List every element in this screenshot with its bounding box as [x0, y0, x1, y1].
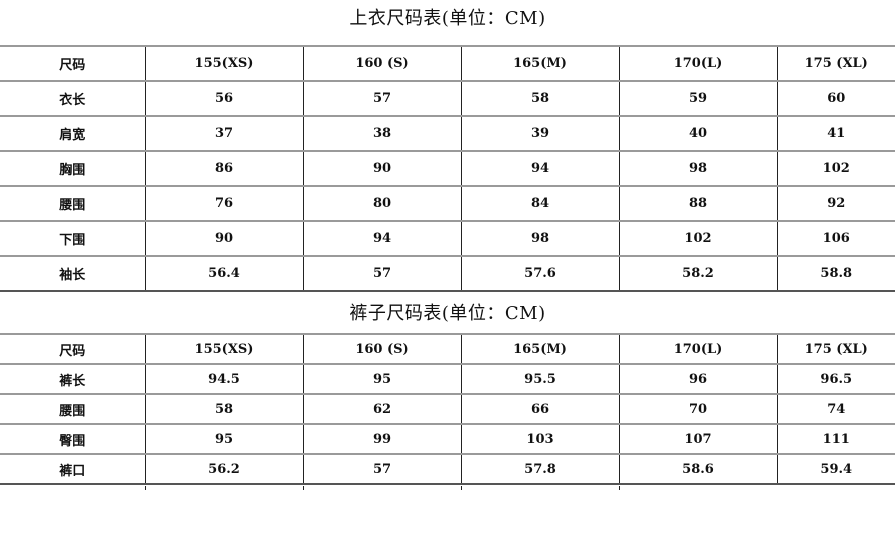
table-cell: 41	[776, 115, 895, 151]
table-cell: 160 (S)	[302, 45, 461, 81]
table-cell: 56.4	[144, 255, 303, 292]
table-cell: 62	[302, 393, 461, 424]
table-cell: 165(M)	[460, 45, 619, 81]
table-cell: 59.4	[776, 453, 895, 485]
tops-size-chart-title: 上衣尺码表(单位：CM)	[349, 8, 546, 29]
row-label: 袖长	[0, 255, 145, 292]
table-cell: 60	[776, 80, 895, 116]
table-cell: 103	[460, 423, 619, 454]
table-cell: 58.6	[618, 453, 777, 485]
table-cell: 80	[302, 185, 461, 221]
row-label: 臀围	[0, 423, 145, 454]
header-row: 尺码 155(XS) 160 (S) 165(M) 170(L) 175 (XL)	[0, 333, 895, 364]
table-row: 裤口 56.2 57 57.8 58.6 59.4	[0, 453, 895, 485]
table-row: 腰围 58 62 66 70 74	[0, 393, 895, 424]
table-cell: 58.2	[618, 255, 777, 292]
table-row: 腰围 76 80 84 88 92	[0, 185, 895, 221]
table-cell: 57	[302, 255, 461, 292]
table-cell: 86	[144, 150, 303, 186]
pants-size-chart-title: 裤子尺码表(单位：CM)	[349, 303, 546, 324]
row-label: 裤长	[0, 363, 145, 394]
table-cell: 94	[460, 150, 619, 186]
table-cell: 99	[302, 423, 461, 454]
table-cell: 102	[776, 150, 895, 186]
pants-size-table: 尺码 155(XS) 160 (S) 165(M) 170(L) 175 (XL) 裤长 94…	[0, 333, 895, 485]
row-label: 尺码	[0, 45, 145, 81]
header-row: 尺码 155(XS) 160 (S) 165(M) 170(L) 175 (XL)	[0, 45, 895, 81]
table-cell: 39	[460, 115, 619, 151]
table-cell: 92	[776, 185, 895, 221]
table-cell: 40	[618, 115, 777, 151]
table-cell: 96.5	[776, 363, 895, 394]
table-cell: 95	[302, 363, 461, 394]
table-cell: 56	[144, 80, 303, 116]
table-cell: 84	[460, 185, 619, 221]
table-cell: 107	[618, 423, 777, 454]
table-cell: 90	[302, 150, 461, 186]
table-row: 下围 90 94 98 102 106	[0, 220, 895, 256]
table-cell: 56.2	[144, 453, 303, 485]
table-cell: 90	[144, 220, 303, 256]
row-label: 腰围	[0, 393, 145, 424]
table-row: 衣长 56 57 58 59 60	[0, 80, 895, 116]
table-cell: 175 (XL)	[776, 45, 895, 81]
table-cell: 175 (XL)	[776, 333, 895, 364]
table-row: 胸围 86 90 94 98 102	[0, 150, 895, 186]
table-row: 袖长 56.4 57 57.6 58.2 58.8	[0, 255, 895, 292]
table-cell: 37	[144, 115, 303, 151]
row-label: 腰围	[0, 185, 145, 221]
table-line	[619, 486, 620, 490]
table-cell: 38	[302, 115, 461, 151]
table-row: 肩宽 37 38 39 40 41	[0, 115, 895, 151]
table-cell: 57	[302, 80, 461, 116]
table-line	[303, 486, 304, 490]
table-cell: 76	[144, 185, 303, 221]
table-cell: 95.5	[460, 363, 619, 394]
table-cell: 94	[302, 220, 461, 256]
table-cell: 58	[144, 393, 303, 424]
row-label: 胸围	[0, 150, 145, 186]
table-cell: 165(M)	[460, 333, 619, 364]
table-cell: 98	[460, 220, 619, 256]
table-cell: 94.5	[144, 363, 303, 394]
table-cell: 58	[460, 80, 619, 116]
table-row: 臀围 95 99 103 107 111	[0, 423, 895, 454]
table-cell: 102	[618, 220, 777, 256]
table-cell: 98	[618, 150, 777, 186]
table-cell: 57.6	[460, 255, 619, 292]
row-label: 裤口	[0, 453, 145, 485]
table-cell: 88	[618, 185, 777, 221]
table-cell: 170(L)	[618, 45, 777, 81]
table-cell: 96	[618, 363, 777, 394]
table-cell: 106	[776, 220, 895, 256]
table-cell: 58.8	[776, 255, 895, 292]
table-row: 裤长 94.5 95 95.5 96 96.5	[0, 363, 895, 394]
table-cell: 170(L)	[618, 333, 777, 364]
table-cell: 57.8	[460, 453, 619, 485]
table-cell: 74	[776, 393, 895, 424]
table-cell: 59	[618, 80, 777, 116]
table-line	[461, 486, 462, 490]
table-cell: 57	[302, 453, 461, 485]
table-cell: 160 (S)	[302, 333, 461, 364]
table-cell: 70	[618, 393, 777, 424]
row-label: 衣长	[0, 80, 145, 116]
table-cell: 111	[776, 423, 895, 454]
row-label: 尺码	[0, 333, 145, 364]
table-cell: 66	[460, 393, 619, 424]
tops-size-table: 尺码 155(XS) 160 (S) 165(M) 170(L) 175 (XL) 衣长 56…	[0, 45, 895, 292]
table-cell: 155(XS)	[144, 333, 303, 364]
table-cell: 95	[144, 423, 303, 454]
table-line	[145, 486, 146, 490]
row-label: 下围	[0, 220, 145, 256]
row-label: 肩宽	[0, 115, 145, 151]
table-cell: 155(XS)	[144, 45, 303, 81]
